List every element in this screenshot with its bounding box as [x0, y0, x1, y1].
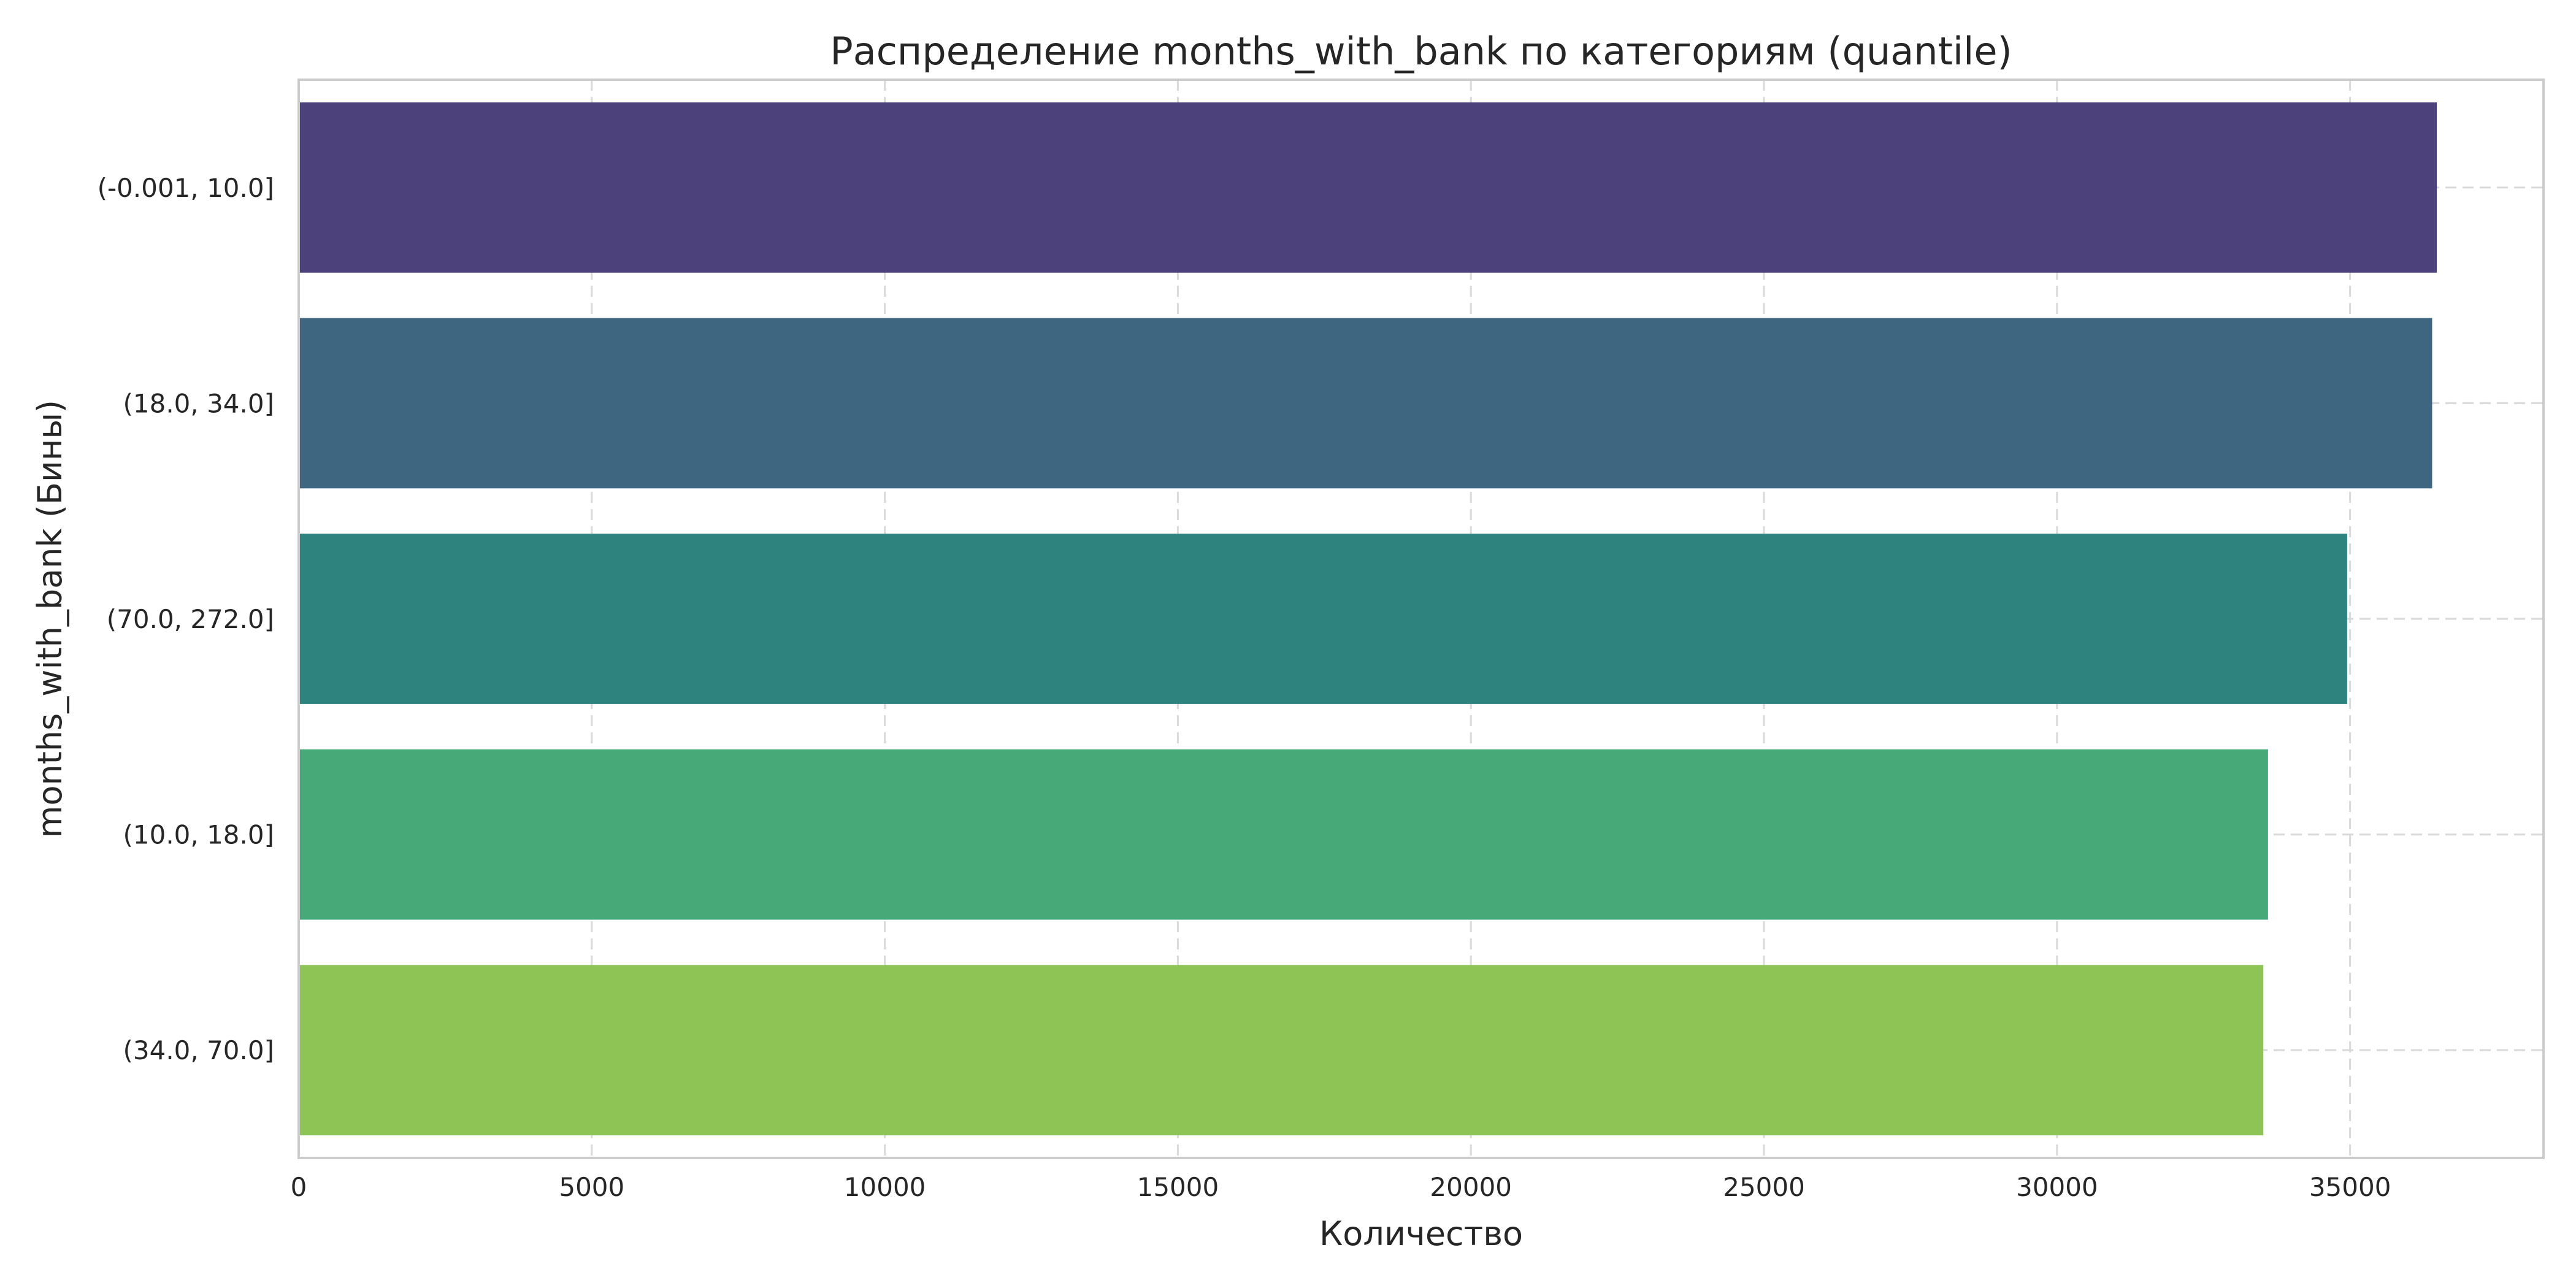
y-tick-label: (34.0, 70.0] [123, 1035, 274, 1065]
plot-frame [297, 79, 2545, 1159]
x-tick-label: 15000 [1137, 1172, 1219, 1202]
y-tick-label: (70.0, 272.0] [107, 604, 274, 634]
y-tick-label: (-0.001, 10.0] [98, 173, 274, 203]
x-tick-label: 30000 [2016, 1172, 2098, 1202]
bar [299, 534, 2347, 704]
x-tick-label: 35000 [2309, 1172, 2391, 1202]
y-tick-labels: (-0.001, 10.0] (18.0, 34.0] (70.0, 272.0] (… [98, 173, 274, 1065]
y-axis-label: months_with_bank (Бины) [31, 400, 69, 838]
x-tick-label: 10000 [844, 1172, 926, 1202]
bar [299, 102, 2437, 273]
y-tick-label: (10.0, 18.0] [123, 820, 274, 850]
x-tick-label: 20000 [1430, 1172, 1512, 1202]
chart-title: Распределение months_with_bank по катего… [830, 29, 2012, 74]
y-tick-label: (18.0, 34.0] [123, 388, 274, 418]
bar [299, 318, 2432, 489]
bar [299, 749, 2268, 920]
x-tick-label: 5000 [559, 1172, 624, 1202]
x-tick-label: 0 [291, 1172, 307, 1202]
x-tick-label: 25000 [1723, 1172, 1805, 1202]
bar [299, 965, 2264, 1136]
x-axis-label: Количество [1319, 1214, 1523, 1253]
bars [299, 102, 2437, 1136]
x-tick-labels: 0 5000 10000 15000 20000 25000 30000 35000 [291, 1172, 2391, 1202]
